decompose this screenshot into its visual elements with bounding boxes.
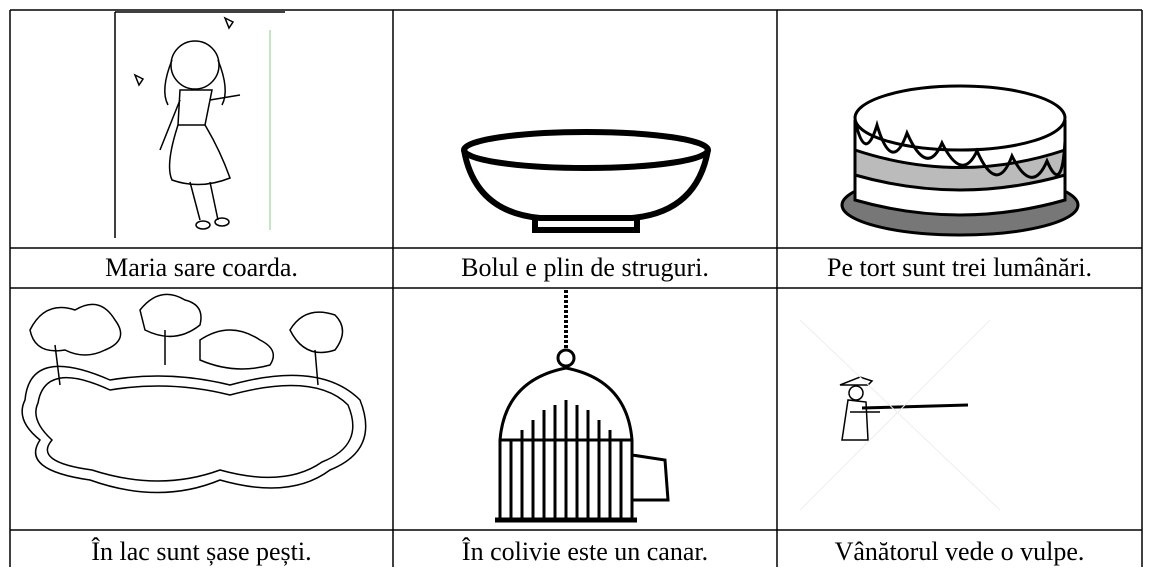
caption: Vânătorul vede o vulpe.	[834, 537, 1085, 566]
caption: Pe tort sunt trei lumânări.	[826, 253, 1092, 282]
table-borders	[9, 9, 1143, 567]
lake-drawing	[21, 293, 367, 494]
caption: Bolul e plin de struguri.	[461, 253, 709, 282]
caption: În lac sunt șase pești.	[91, 537, 312, 566]
cage-drawing	[495, 290, 670, 523]
cake-drawing	[840, 84, 1080, 237]
caption: Maria sare coarda.	[105, 253, 298, 282]
bowl-drawing	[461, 129, 711, 233]
hunter-drawing	[799, 319, 1001, 511]
caption: În colivie este un canar.	[461, 537, 709, 566]
girl-drawing	[114, 11, 285, 238]
